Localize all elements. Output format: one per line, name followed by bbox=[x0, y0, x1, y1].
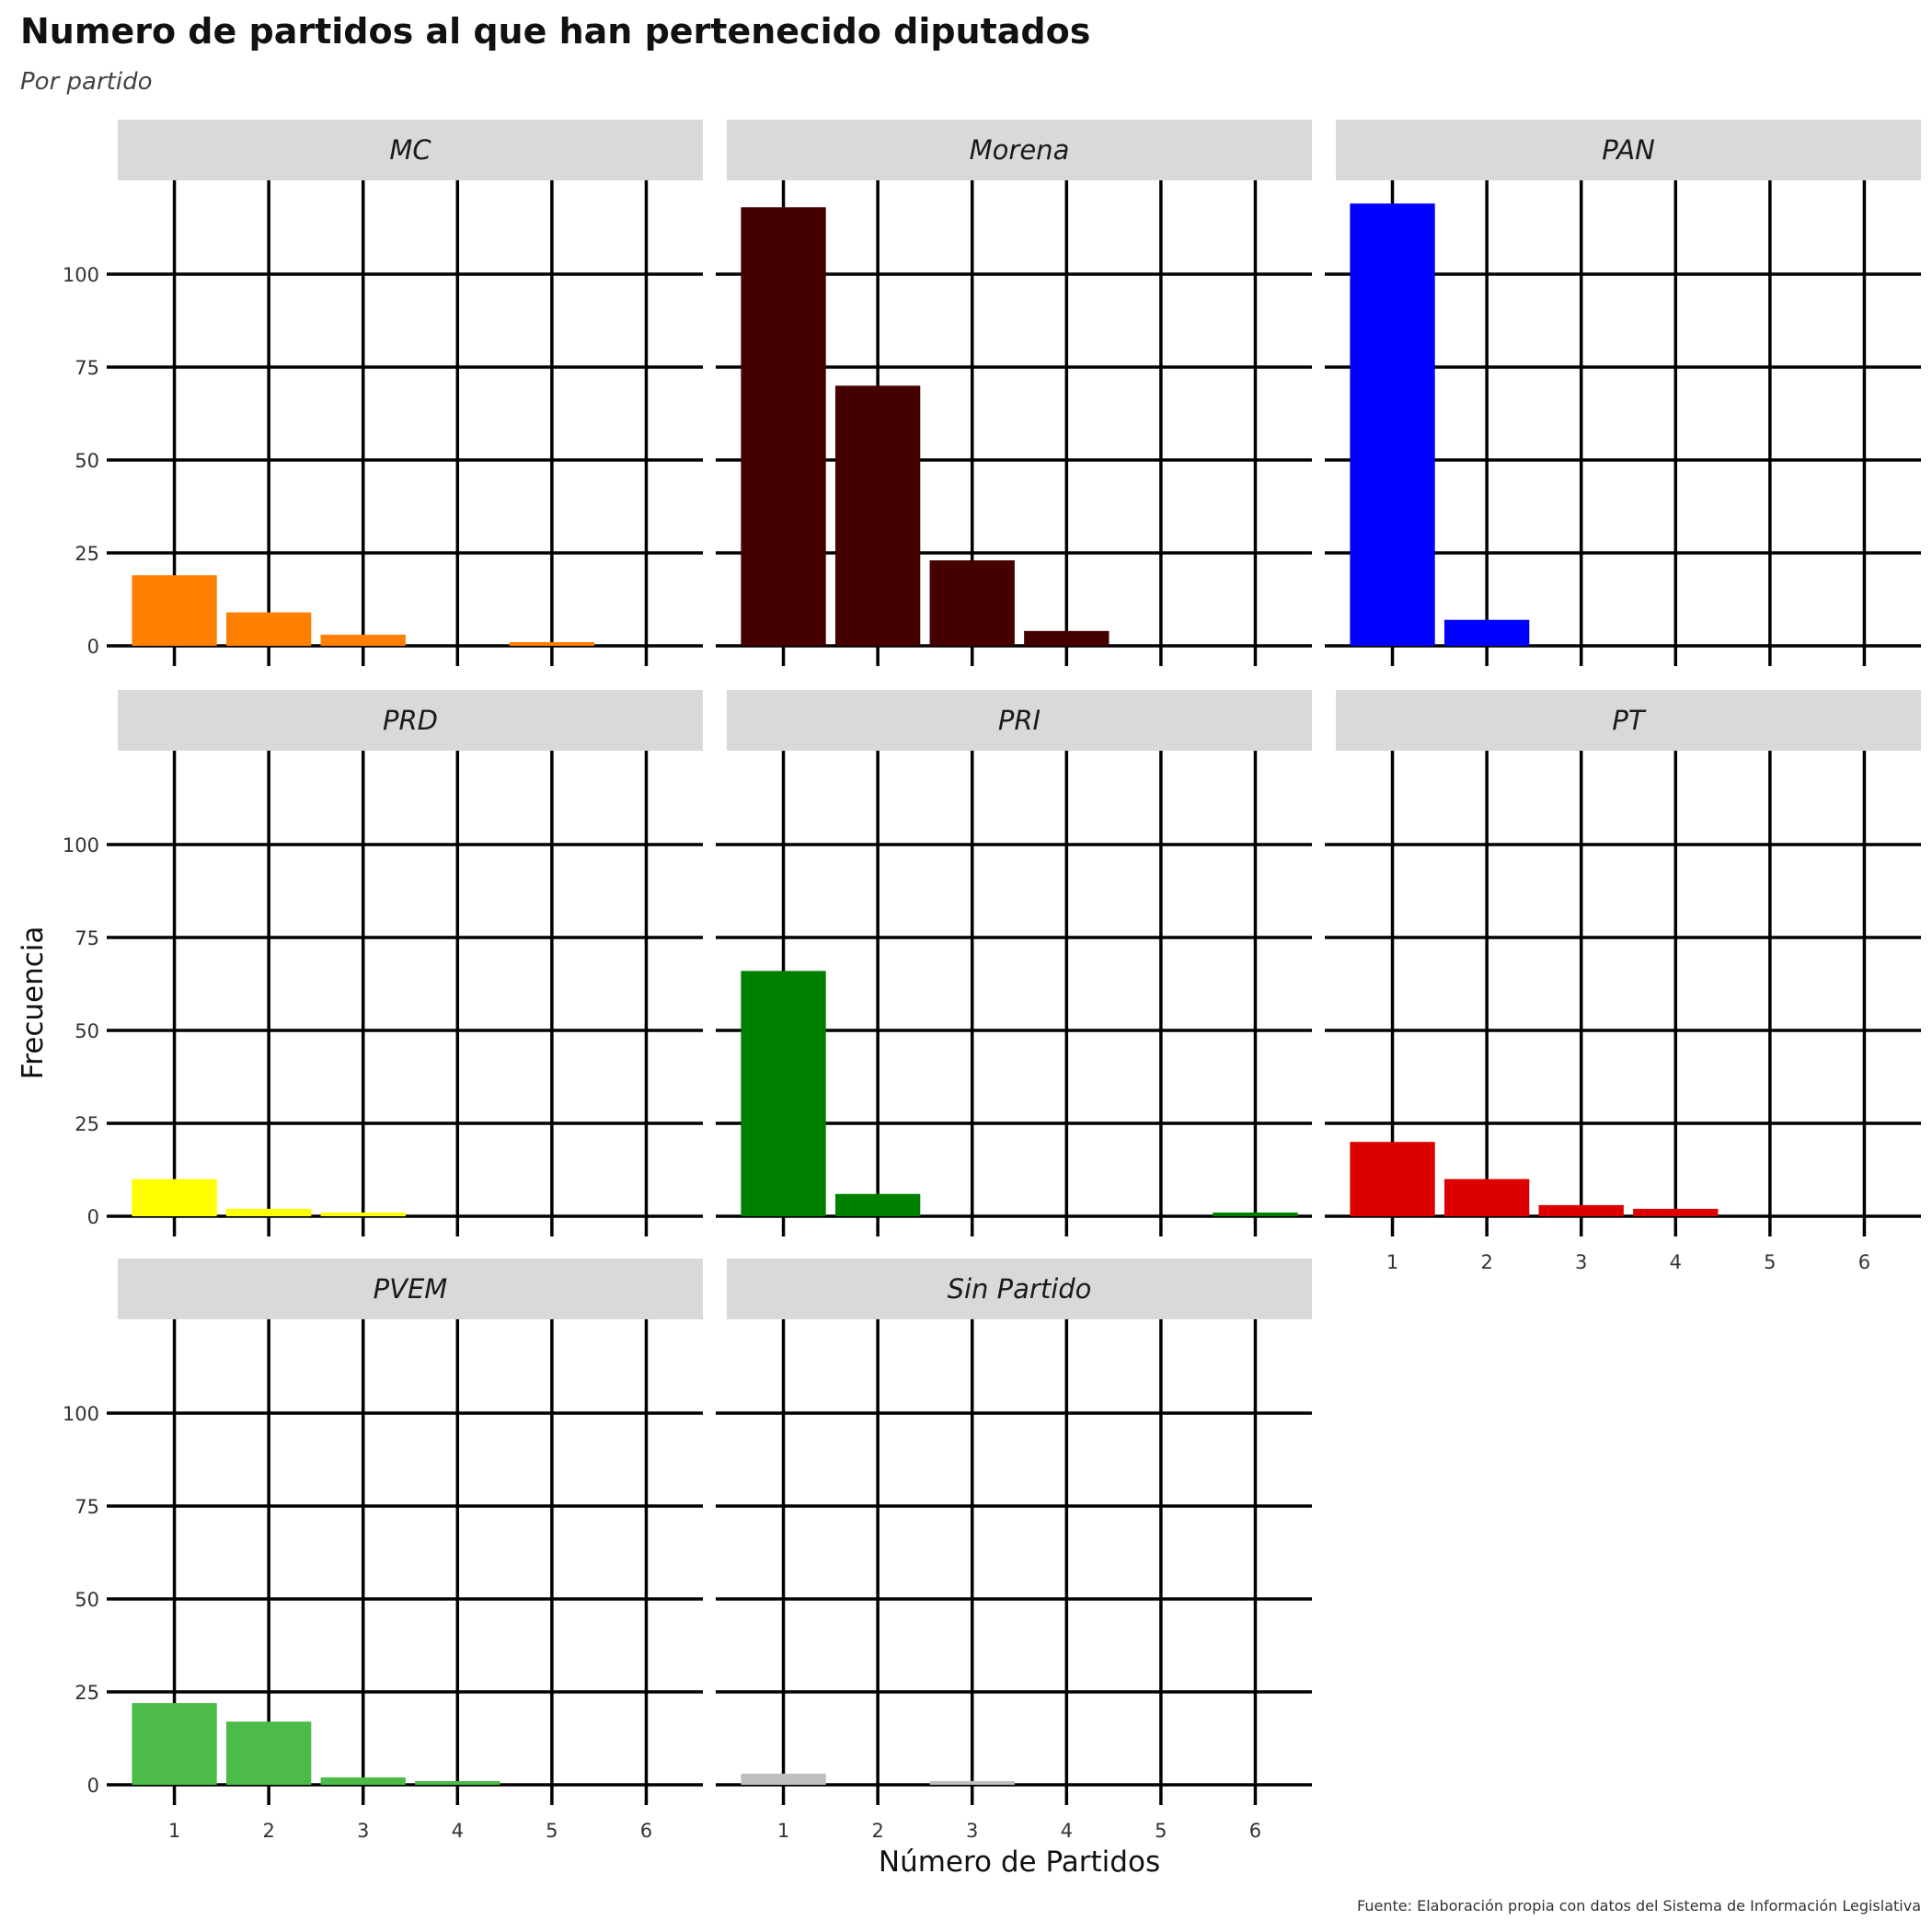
y-tick-label: 75 bbox=[75, 357, 99, 379]
bar-pri-6 bbox=[1213, 1212, 1298, 1216]
y-tick-label: 75 bbox=[75, 1496, 99, 1518]
bar-morena-1 bbox=[741, 207, 826, 646]
bar-pan-2 bbox=[1443, 619, 1530, 646]
bar-mc-3 bbox=[320, 634, 406, 646]
x-tick-label: 5 bbox=[1155, 1820, 1167, 1842]
y-tick-label: 50 bbox=[75, 1020, 99, 1042]
x-tick-label: 5 bbox=[546, 1820, 558, 1842]
x-tick-label: 4 bbox=[1061, 1820, 1073, 1842]
facet-strip-morena bbox=[727, 120, 1312, 180]
bar-pvem-2 bbox=[225, 1721, 312, 1785]
x-tick-label: 2 bbox=[262, 1820, 274, 1842]
bar-morena-2 bbox=[834, 385, 921, 646]
bar-pan-1 bbox=[1350, 203, 1435, 647]
y-tick-label: 0 bbox=[87, 1775, 99, 1797]
x-tick-label: 5 bbox=[1764, 1251, 1776, 1273]
x-tick-label: 3 bbox=[357, 1820, 369, 1842]
bar-pt-2 bbox=[1443, 1179, 1530, 1216]
x-axis-title: Número de Partidos bbox=[879, 1846, 1160, 1879]
facet-strip-pvem bbox=[118, 1259, 703, 1319]
bar-pt-3 bbox=[1538, 1204, 1624, 1216]
bar-prd-3 bbox=[320, 1212, 406, 1216]
x-tick-label: 3 bbox=[1575, 1251, 1587, 1273]
bar-pri-1 bbox=[741, 971, 826, 1216]
y-axis-title: Frecuencia bbox=[17, 926, 50, 1080]
bar-mc-1 bbox=[132, 575, 217, 646]
chart-title: Numero de partidos al que han pertenecid… bbox=[20, 11, 1091, 52]
y-tick-label: 50 bbox=[75, 1589, 99, 1611]
x-tick-label: 3 bbox=[966, 1820, 978, 1842]
facet-strip-label: PRD bbox=[383, 705, 438, 736]
bar-morena-4 bbox=[1024, 630, 1110, 646]
y-tick-label: 25 bbox=[75, 1682, 99, 1704]
x-tick-label: 6 bbox=[1249, 1820, 1261, 1842]
bar-mc-2 bbox=[225, 612, 312, 646]
facet-strip-label: Morena bbox=[970, 134, 1070, 166]
x-tick-label: 4 bbox=[452, 1820, 464, 1842]
facet-strip-pri bbox=[727, 690, 1312, 751]
chart-subtitle: Por partido bbox=[20, 68, 153, 96]
y-tick-label: 0 bbox=[87, 636, 99, 658]
bar-mc-5 bbox=[509, 641, 595, 646]
bar-pri-2 bbox=[834, 1193, 921, 1216]
y-tick-label: 50 bbox=[75, 450, 99, 472]
bar-sin-partido-1 bbox=[741, 1773, 826, 1785]
facet-strip-label: Sin Partido bbox=[948, 1273, 1092, 1305]
y-tick-label: 100 bbox=[63, 264, 99, 286]
x-tick-label: 1 bbox=[168, 1820, 180, 1842]
bar-prd-1 bbox=[132, 1179, 217, 1216]
facet-strip-sin-partido bbox=[727, 1259, 1312, 1319]
x-tick-label: 1 bbox=[777, 1820, 789, 1842]
facet-strip-mc bbox=[118, 120, 703, 180]
x-tick-label: 1 bbox=[1386, 1251, 1398, 1273]
facet-strip-label: PRI bbox=[998, 705, 1041, 736]
facet-strip-label: MC bbox=[389, 134, 431, 166]
bar-morena-3 bbox=[929, 560, 1015, 646]
facet-strip-prd bbox=[118, 690, 703, 751]
facet-strip-label: PT bbox=[1612, 705, 1646, 736]
y-tick-label: 75 bbox=[75, 927, 99, 949]
chart-caption: Fuente: Elaboración propia con datos del… bbox=[1357, 1897, 1921, 1915]
bar-sin-partido-3 bbox=[929, 1780, 1015, 1785]
facet-strip-pan bbox=[1336, 120, 1921, 180]
y-tick-label: 25 bbox=[75, 1113, 99, 1135]
x-tick-label: 6 bbox=[1858, 1251, 1870, 1273]
facet-strip-label: PAN bbox=[1602, 134, 1655, 166]
y-tick-label: 100 bbox=[63, 1403, 99, 1425]
bar-pvem-3 bbox=[320, 1777, 406, 1785]
x-tick-label: 4 bbox=[1670, 1251, 1682, 1273]
x-tick-label: 6 bbox=[640, 1820, 652, 1842]
bar-prd-2 bbox=[225, 1208, 312, 1216]
y-tick-label: 25 bbox=[75, 543, 99, 565]
x-tick-label: 2 bbox=[1480, 1251, 1492, 1273]
y-tick-label: 0 bbox=[87, 1206, 99, 1228]
y-tick-label: 100 bbox=[63, 834, 99, 857]
bar-pt-4 bbox=[1633, 1208, 1719, 1216]
facet-strip-label: PVEM bbox=[374, 1273, 448, 1305]
x-tick-label: 2 bbox=[871, 1820, 883, 1842]
bar-pt-1 bbox=[1350, 1142, 1435, 1216]
bar-pvem-1 bbox=[132, 1703, 217, 1785]
facet-strip-pt bbox=[1336, 690, 1921, 751]
bar-pvem-4 bbox=[415, 1780, 500, 1785]
